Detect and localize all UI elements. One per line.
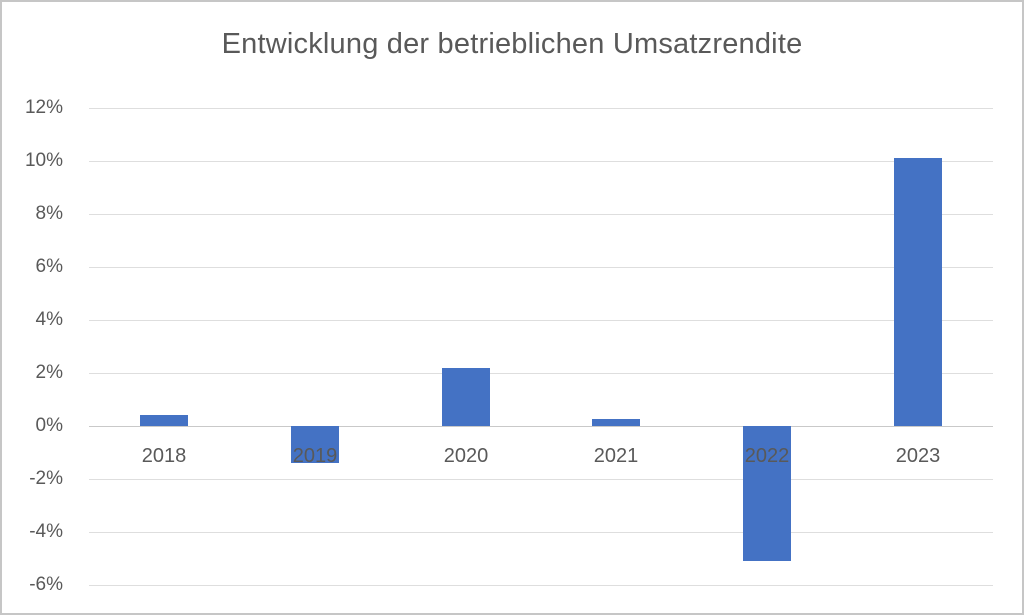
gridline — [89, 479, 993, 480]
chart-title: Entwicklung der betrieblichen Umsatzrend… — [221, 28, 803, 60]
x-axis-label: 2022 — [744, 445, 790, 467]
y-tick-label: 6% — [35, 256, 63, 277]
bar-2020 — [442, 368, 490, 426]
bar-2022 — [743, 426, 791, 561]
gridline — [89, 214, 993, 215]
x-axis-label: 2021 — [593, 445, 639, 467]
gridline — [89, 161, 993, 162]
y-tick-label: 4% — [35, 309, 63, 330]
y-tick-label: 8% — [35, 203, 63, 224]
y-tick-label: 10% — [24, 150, 63, 171]
gridline — [89, 267, 993, 268]
y-tick-label: 12% — [24, 97, 63, 118]
gridline — [89, 373, 993, 374]
y-tick-label: 2% — [35, 362, 63, 383]
y-tick-label: -4% — [29, 521, 63, 542]
bar-2019 — [291, 426, 339, 463]
y-tick-label: -6% — [29, 574, 63, 595]
y-tick-label: -2% — [29, 468, 63, 489]
x-axis-label: 2018 — [141, 445, 187, 467]
gridline — [89, 108, 993, 109]
zero-axis-line — [89, 426, 993, 427]
x-axis-label: 2023 — [895, 445, 941, 467]
x-axis-label: 2019 — [292, 445, 338, 467]
bar-2021 — [592, 419, 640, 426]
gridline — [89, 320, 993, 321]
gridline — [89, 585, 993, 586]
y-tick-label: 0% — [35, 415, 63, 436]
gridline — [89, 532, 993, 533]
x-axis-label: 2020 — [443, 445, 489, 467]
bar-2018 — [140, 415, 188, 426]
bar-2023 — [894, 158, 942, 426]
